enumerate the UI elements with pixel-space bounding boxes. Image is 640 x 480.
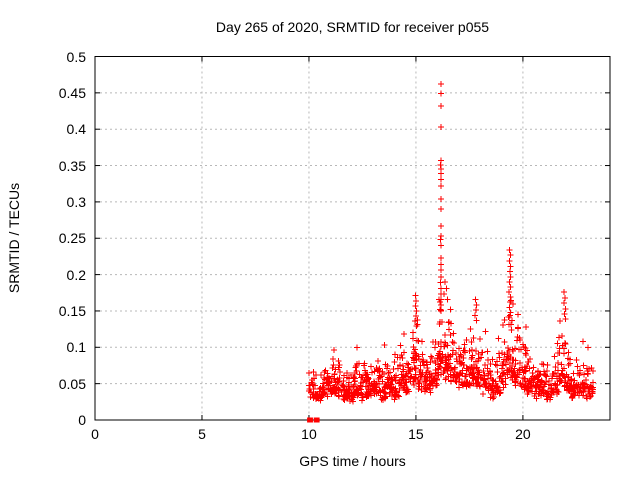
y-tick-label: 0.3	[66, 193, 86, 210]
y-tick-label: 0.45	[58, 84, 86, 101]
x-tick-label: 15	[408, 426, 424, 442]
y-tick-label: 0.1	[66, 339, 86, 356]
x-axis-label: GPS time / hours	[299, 453, 406, 469]
x-tick-label: 5	[198, 426, 206, 442]
data-points	[306, 81, 596, 405]
y-tick-label: 0.25	[58, 230, 86, 247]
x-tick-label: 20	[515, 426, 531, 442]
x-tick-label: 10	[301, 426, 317, 442]
y-tick-label: 0.15	[58, 302, 86, 319]
grid-lines	[95, 56, 610, 420]
x-tick-label: 0	[91, 426, 99, 442]
chart-title: Day 265 of 2020, SRMTID for receiver p05…	[215, 19, 490, 35]
axis-ticks	[94, 56, 610, 421]
y-tick-label: 0.4	[66, 121, 86, 138]
plot-border	[94, 56, 611, 421]
y-tick-label: 0.2	[66, 266, 86, 283]
y-tick-label: 0.5	[66, 48, 86, 65]
y-tick-label: 0.05	[58, 375, 86, 392]
y-tick-label: 0	[78, 412, 86, 428]
zero-value-markers	[307, 417, 320, 423]
y-tick-label: 0.35	[58, 157, 86, 174]
